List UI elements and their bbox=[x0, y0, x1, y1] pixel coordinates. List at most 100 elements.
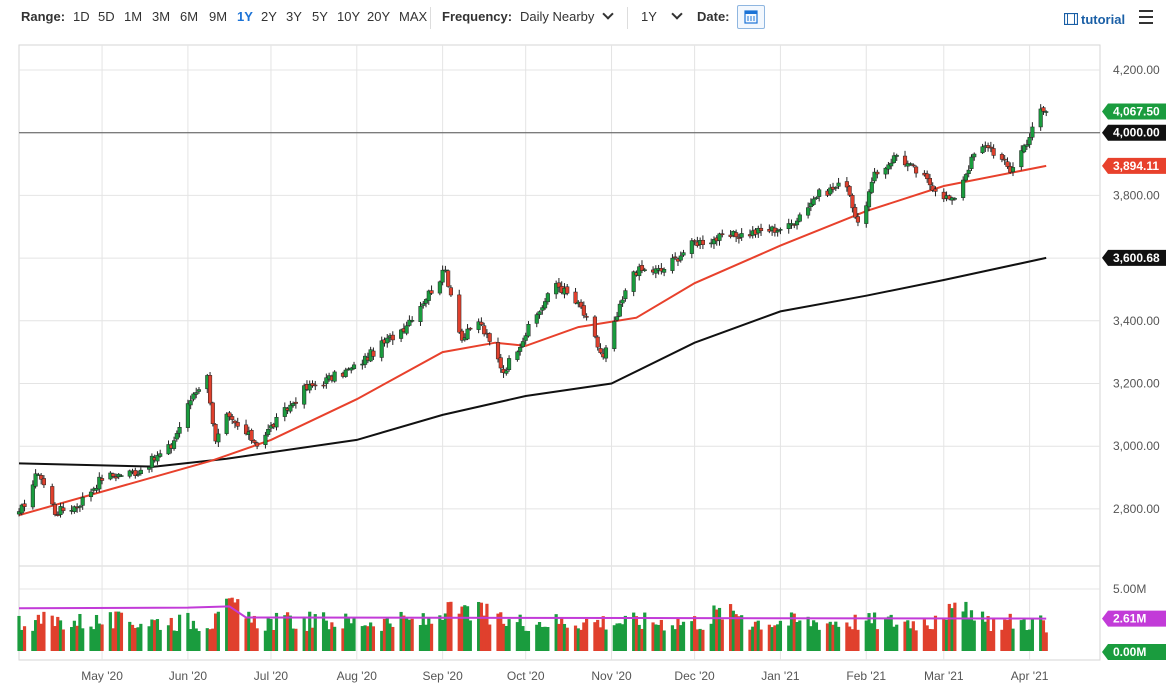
volume-bar bbox=[709, 623, 713, 651]
volume-bar bbox=[679, 625, 683, 651]
volume-bar bbox=[58, 620, 63, 651]
volume-bar bbox=[94, 614, 99, 651]
ma50-badge-text: 3,894.11 bbox=[1113, 159, 1159, 173]
candlestick bbox=[565, 283, 570, 296]
volume-bar bbox=[504, 625, 508, 651]
candle-body bbox=[711, 239, 717, 245]
moving-average-50-line bbox=[18, 164, 1047, 517]
volume-bar bbox=[886, 616, 891, 651]
candle-body bbox=[817, 189, 822, 197]
candle-body bbox=[889, 162, 894, 167]
volume-bar bbox=[465, 606, 470, 651]
range-2y[interactable]: 2Y bbox=[261, 9, 277, 24]
candle-body bbox=[252, 440, 257, 443]
candlestick bbox=[991, 144, 996, 159]
candle-body bbox=[166, 444, 171, 455]
range-20y[interactable]: 20Y bbox=[367, 9, 391, 24]
candle-body bbox=[911, 164, 916, 167]
candle-body bbox=[476, 321, 481, 330]
range-6m[interactable]: 6M bbox=[180, 9, 199, 24]
candlestick bbox=[404, 321, 409, 336]
volume-bar bbox=[944, 619, 949, 651]
volume-bar bbox=[914, 630, 918, 651]
volume-bar bbox=[211, 628, 215, 651]
candle-body bbox=[986, 145, 991, 149]
frequency-dropdown[interactable]: Daily Nearby bbox=[520, 8, 615, 24]
candle-body bbox=[592, 316, 597, 337]
candlestick bbox=[349, 366, 354, 374]
volume-bar bbox=[17, 615, 21, 651]
divider bbox=[430, 7, 431, 29]
candle-body bbox=[507, 358, 512, 370]
candlestick bbox=[797, 212, 802, 223]
range-1m[interactable]: 1M bbox=[124, 9, 143, 24]
volume-bar bbox=[288, 615, 292, 651]
candlestick bbox=[291, 401, 296, 408]
candlestick bbox=[468, 327, 473, 331]
volume-bar bbox=[1025, 630, 1029, 651]
volume-bar bbox=[150, 619, 154, 651]
candle-body bbox=[191, 393, 196, 400]
candle-body bbox=[914, 166, 919, 174]
range-3m[interactable]: 3M bbox=[152, 9, 171, 24]
range-3y[interactable]: 3Y bbox=[286, 9, 302, 24]
volume-bar bbox=[701, 629, 705, 651]
candle-body bbox=[457, 294, 462, 333]
volume-bar bbox=[637, 624, 641, 651]
range-1d[interactable]: 1D bbox=[73, 9, 90, 24]
range-max[interactable]: MAX bbox=[399, 9, 428, 24]
period-dropdown[interactable]: 1Y bbox=[641, 8, 683, 24]
volume-bar bbox=[540, 626, 544, 651]
candlestick bbox=[188, 395, 193, 410]
tutorial-label: tutorial bbox=[1081, 12, 1126, 27]
candle-body bbox=[603, 347, 609, 359]
reference-badge-text: 4,000.00 bbox=[1113, 126, 1160, 140]
volume-bar bbox=[114, 611, 118, 651]
candlestick bbox=[136, 470, 141, 477]
volume-bar bbox=[598, 627, 603, 651]
range-5y[interactable]: 5Y bbox=[312, 9, 328, 24]
tutorial-link[interactable]: tutorial bbox=[1063, 12, 1126, 27]
range-5d[interactable]: 5D bbox=[98, 9, 115, 24]
candle-body bbox=[615, 316, 620, 321]
volume-bar bbox=[488, 624, 492, 651]
candlestick bbox=[310, 380, 315, 388]
ma200-badge-shape bbox=[1102, 249, 1166, 266]
volume-bar bbox=[302, 616, 306, 651]
candle-body bbox=[41, 478, 46, 486]
candle-body bbox=[72, 506, 77, 512]
range-9m[interactable]: 9M bbox=[209, 9, 228, 24]
menu-icon[interactable] bbox=[1139, 10, 1153, 24]
volume-bar bbox=[834, 621, 838, 651]
candlestick bbox=[914, 165, 919, 178]
candle-body bbox=[421, 303, 426, 306]
candle-body bbox=[459, 330, 465, 341]
candlestick bbox=[902, 150, 908, 168]
volume-bar bbox=[1019, 620, 1023, 651]
candlestick bbox=[889, 158, 894, 170]
volume-bar bbox=[402, 615, 406, 651]
candlestick bbox=[1041, 106, 1046, 115]
volume-bar bbox=[582, 622, 586, 651]
range-10y[interactable]: 10Y bbox=[337, 9, 361, 24]
candlestick bbox=[894, 153, 899, 161]
range-1y[interactable]: 1Y bbox=[237, 9, 253, 24]
volume-bar bbox=[388, 623, 392, 651]
volume-bar bbox=[291, 628, 295, 651]
volume-bar bbox=[767, 624, 771, 651]
candlestick bbox=[507, 355, 512, 372]
candlestick bbox=[518, 343, 523, 356]
volume-bar bbox=[681, 621, 686, 651]
candlestick bbox=[213, 423, 218, 445]
volume-bar bbox=[543, 626, 547, 651]
candlestick bbox=[332, 370, 337, 383]
candlestick bbox=[811, 196, 816, 206]
last-price-badge-shape bbox=[1102, 103, 1166, 120]
candle-body bbox=[670, 257, 675, 271]
date-picker-button[interactable] bbox=[737, 5, 765, 29]
volume-bar bbox=[872, 612, 877, 651]
volume-bar bbox=[612, 625, 616, 651]
x-tick-label: Apr '21 bbox=[1011, 669, 1049, 683]
candle-body bbox=[371, 350, 376, 357]
